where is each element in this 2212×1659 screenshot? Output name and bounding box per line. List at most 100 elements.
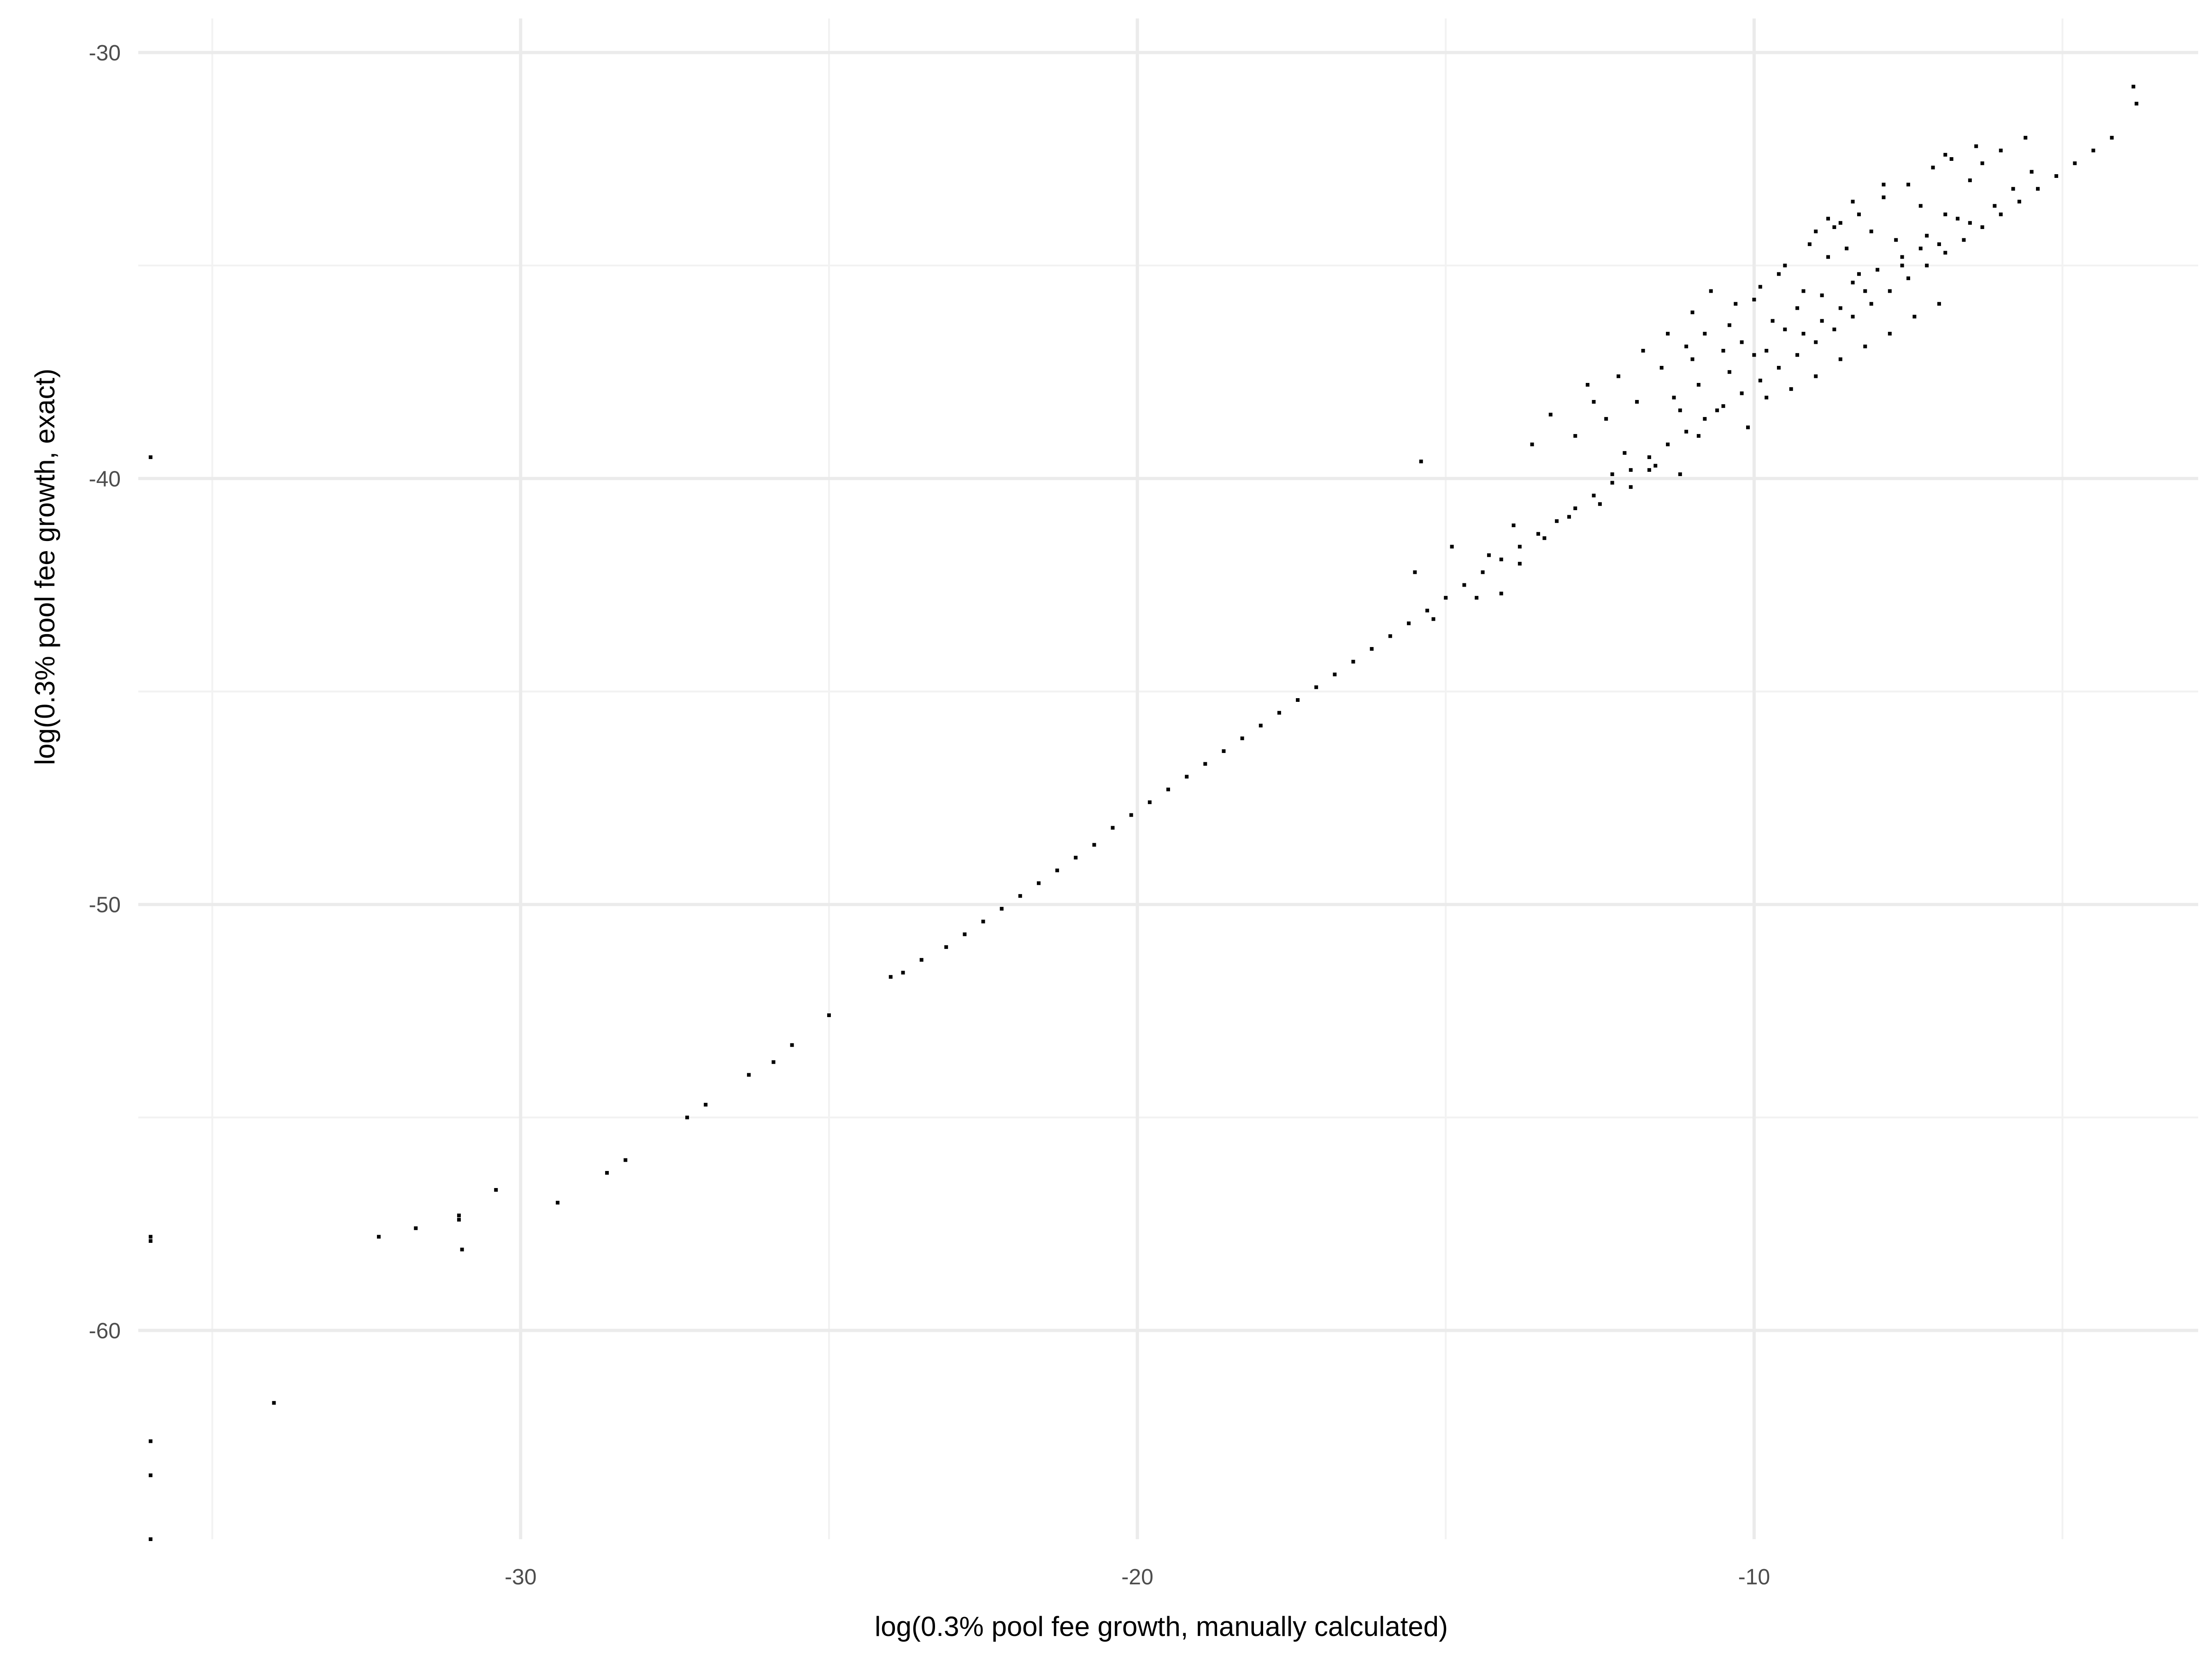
data-point <box>1740 391 1744 395</box>
data-point <box>1937 242 1941 246</box>
data-point <box>460 1247 464 1252</box>
data-point <box>1696 382 1700 387</box>
data-point <box>1851 315 1855 319</box>
data-point <box>1968 178 1972 182</box>
data-point <box>1777 365 1781 370</box>
data-point <box>1036 881 1041 885</box>
data-point <box>1629 468 1633 472</box>
data-point <box>1487 553 1491 557</box>
data-point <box>1548 412 1553 417</box>
data-point <box>1647 455 1651 459</box>
data-point <box>1925 264 1929 268</box>
data-point <box>1832 327 1836 331</box>
data-point <box>1333 672 1337 677</box>
data-point <box>1635 400 1639 404</box>
x-tick-label: -20 <box>1121 1565 1153 1589</box>
data-point <box>2036 187 2040 191</box>
data-point <box>704 1103 708 1107</box>
data-point <box>1740 340 1744 344</box>
data-point <box>2054 174 2059 178</box>
data-point <box>2110 135 2114 140</box>
data-point <box>377 1235 381 1239</box>
data-point <box>1980 161 1984 165</box>
x-axis-ticks: -30 -20 -10 <box>505 1565 1770 1589</box>
data-point <box>1956 217 1960 221</box>
data-point <box>1715 408 1719 412</box>
data-point <box>1475 596 1479 600</box>
data-point <box>2024 135 2028 140</box>
data-point <box>685 1115 689 1119</box>
data-point <box>1752 298 1756 302</box>
data-point <box>1937 302 1941 306</box>
data-point <box>1900 264 1904 268</box>
data-point <box>1727 323 1731 327</box>
data-point <box>1869 229 1873 234</box>
data-point <box>2131 84 2136 88</box>
data-point <box>1968 221 1972 225</box>
data-point <box>888 975 893 979</box>
data-point <box>1999 148 2003 153</box>
data-point <box>981 919 985 924</box>
data-point <box>1647 468 1651 472</box>
data-point <box>1857 212 1861 217</box>
y-tick-label: -40 <box>89 467 121 491</box>
x-tick-label: -30 <box>505 1565 536 1589</box>
data-point <box>1413 570 1417 574</box>
data-point <box>1518 562 1522 566</box>
data-point <box>1765 349 1769 353</box>
data-point <box>1604 417 1608 421</box>
data-point <box>1616 374 1620 378</box>
data-point <box>1222 749 1226 753</box>
data-point <box>1869 302 1873 306</box>
data-point <box>1419 459 1423 464</box>
data-point <box>1876 268 1880 272</box>
data-point <box>1906 276 1910 280</box>
data-point <box>944 945 948 949</box>
data-point <box>1542 536 1547 540</box>
data-point <box>1277 711 1281 715</box>
data-point <box>790 1043 794 1047</box>
data-point <box>1166 788 1170 792</box>
x-axis-title: log(0.3% pool fee growth, manually calcu… <box>875 1611 1448 1642</box>
data-point <box>1900 255 1904 259</box>
data-point <box>1912 315 1917 319</box>
data-point <box>1610 472 1614 477</box>
data-point <box>1666 442 1670 447</box>
data-point <box>1752 353 1756 357</box>
y-tick-label: -50 <box>89 893 121 918</box>
data-point <box>1444 596 1448 600</box>
data-point <box>1678 472 1682 477</box>
data-point <box>1684 429 1688 434</box>
data-point <box>1296 698 1300 702</box>
data-point <box>1838 357 1842 361</box>
data-point <box>1857 272 1861 276</box>
data-point <box>1814 374 1818 378</box>
data-point <box>1888 289 1892 293</box>
data-point <box>1129 813 1133 817</box>
data-point <box>1092 843 1096 847</box>
data-point <box>1703 417 1707 421</box>
grid-lines <box>138 18 2198 1539</box>
y-tick-label: -30 <box>89 41 121 65</box>
data-point <box>1185 775 1189 779</box>
data-point <box>1512 524 1516 527</box>
data-point <box>148 1473 153 1477</box>
data-point <box>1863 289 1867 293</box>
data-point <box>148 1235 153 1239</box>
data-point <box>1481 570 1485 574</box>
data-point <box>1499 591 1503 595</box>
data-point <box>1462 583 1466 587</box>
data-point <box>1980 225 1984 229</box>
data-point <box>1851 281 1855 285</box>
data-point <box>1962 238 1966 242</box>
y-axis-ticks: -30 -40 -50 -60 <box>89 41 121 1343</box>
data-point <box>1746 425 1750 429</box>
data-point <box>1598 502 1602 506</box>
data-point <box>2073 161 2077 165</box>
data-point <box>605 1171 609 1175</box>
data-point <box>1795 306 1800 310</box>
data-point <box>1709 289 1713 293</box>
